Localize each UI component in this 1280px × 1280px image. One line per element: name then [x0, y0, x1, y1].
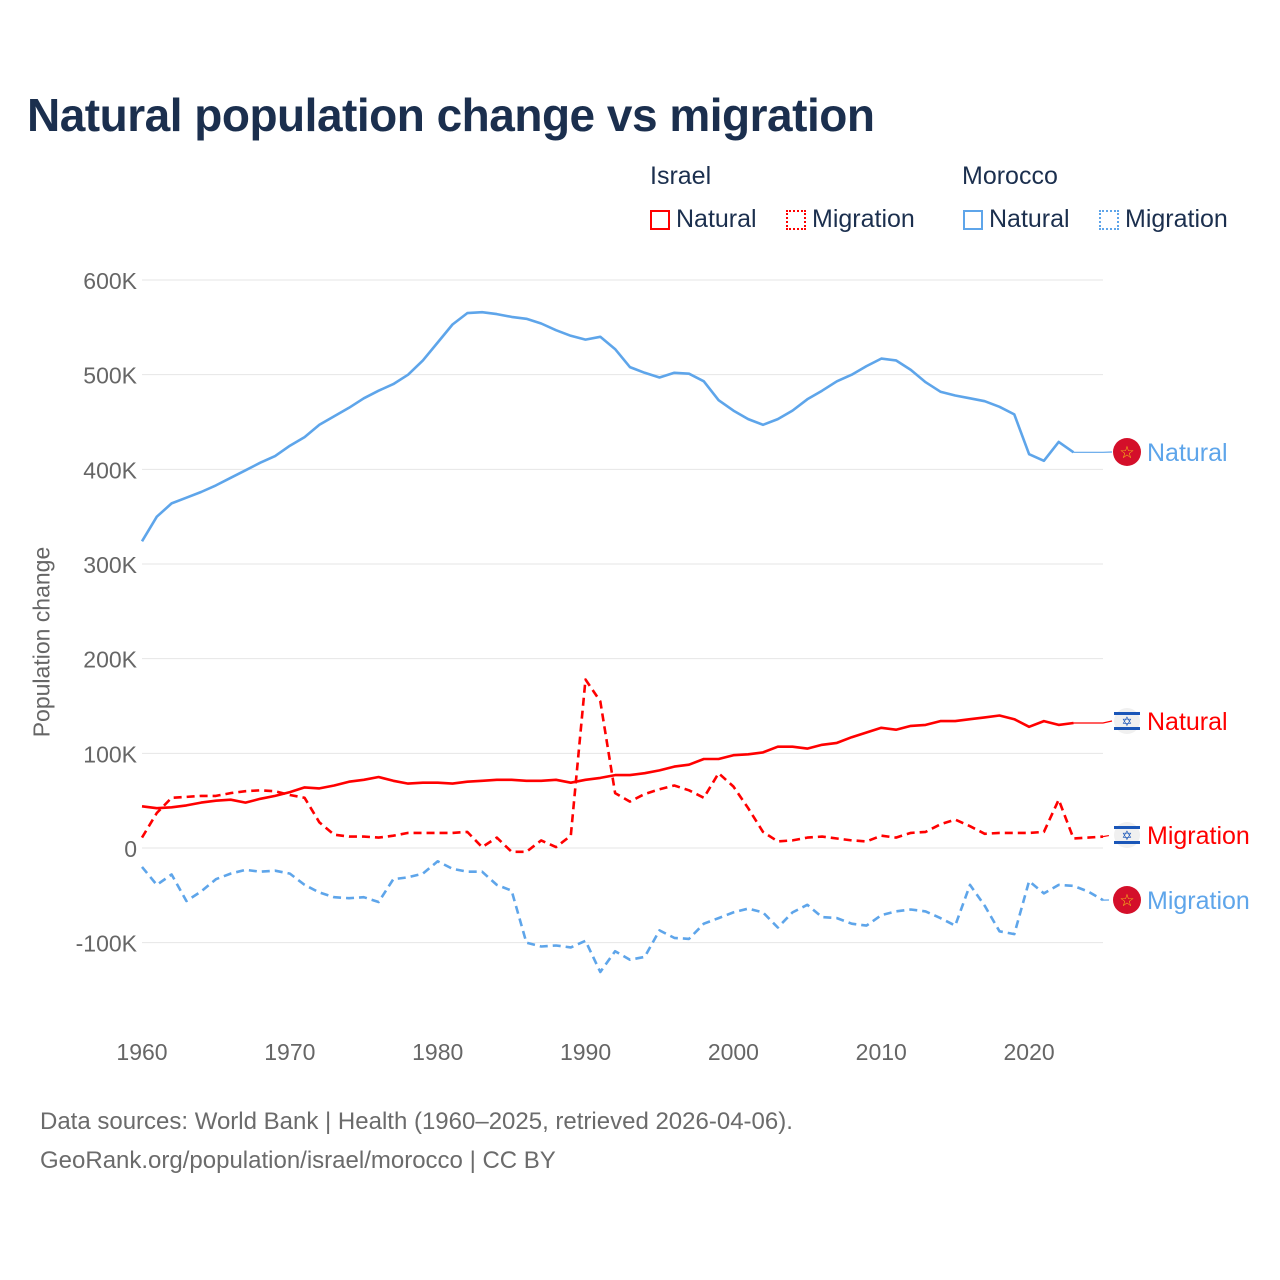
- y-tick-label: 100K: [83, 741, 137, 767]
- legend-swatch-dotted-icon: [1099, 209, 1119, 230]
- israel-flag-stripe: [1114, 727, 1140, 730]
- legend-israel-natural[interactable]: Natural: [650, 205, 757, 234]
- x-tick-label: 2000: [708, 1039, 759, 1065]
- legend-label: Natural: [989, 205, 1070, 233]
- chart-title: Natural population change vs migration: [27, 89, 875, 141]
- y-tick-label: 300K: [83, 552, 137, 578]
- footer-link[interactable]: GeoRank.org/population/israel/morocco | …: [40, 1147, 556, 1174]
- morocco-flag-icon: [1113, 886, 1141, 914]
- y-tick-label: 500K: [83, 363, 137, 389]
- morocco-flag-icon: [1113, 438, 1141, 466]
- series-end-label: Natural: [1147, 439, 1228, 467]
- series-line-israel-migration: [140, 678, 1104, 854]
- series-end-label: Migration: [1147, 822, 1250, 850]
- y-tick-label: 600K: [83, 268, 137, 294]
- legend-label: Natural: [676, 205, 757, 233]
- legend-israel-migration[interactable]: Migration: [786, 205, 915, 234]
- legend-morocco-migration[interactable]: Migration: [1099, 205, 1228, 234]
- y-tick-label: 400K: [83, 457, 137, 483]
- y-tick-label: -100K: [76, 931, 138, 957]
- legend-group-morocco: Morocco: [962, 162, 1058, 190]
- star-of-david-icon: ✡: [1122, 715, 1133, 730]
- series-line-morocco-natural: [140, 310, 1075, 542]
- israel-flag-stripe: [1114, 712, 1140, 715]
- x-tick-label: 1970: [264, 1039, 315, 1065]
- footer-sources: Data sources: World Bank | Health (1960–…: [40, 1108, 793, 1135]
- legend-label: Migration: [1125, 205, 1228, 233]
- x-tick-label: 1990: [560, 1039, 611, 1065]
- series-connector: [1102, 834, 1113, 838]
- x-tick-label: 2020: [1004, 1039, 1055, 1065]
- series-end-label: Migration: [1147, 887, 1250, 915]
- series-connector: [1073, 720, 1113, 724]
- legend-swatch-dotted-icon: [786, 209, 806, 230]
- israel-flag-stripe: [1114, 826, 1140, 829]
- pentagram-icon: ☆: [1119, 891, 1134, 911]
- israel-flag-stripe: [1114, 841, 1140, 844]
- x-tick-label: 2010: [856, 1039, 907, 1065]
- y-tick-label: 200K: [83, 647, 137, 673]
- y-tick-label: 0: [124, 836, 137, 862]
- series-end-label: Natural: [1147, 708, 1228, 736]
- x-tick-label: 1980: [412, 1039, 463, 1065]
- legend-swatch-solid-icon: [650, 209, 670, 230]
- legend-morocco-natural[interactable]: Natural: [963, 205, 1070, 234]
- series-line-israel-natural: [141, 714, 1074, 810]
- legend-label: Migration: [812, 205, 915, 233]
- star-of-david-icon: ✡: [1122, 829, 1133, 844]
- pentagram-icon: ☆: [1119, 443, 1134, 463]
- series-line-morocco-migration: [140, 860, 1104, 974]
- x-tick-label: 1960: [116, 1039, 167, 1065]
- legend-swatch-solid-icon: [963, 209, 983, 230]
- legend-group-israel: Israel: [650, 162, 712, 190]
